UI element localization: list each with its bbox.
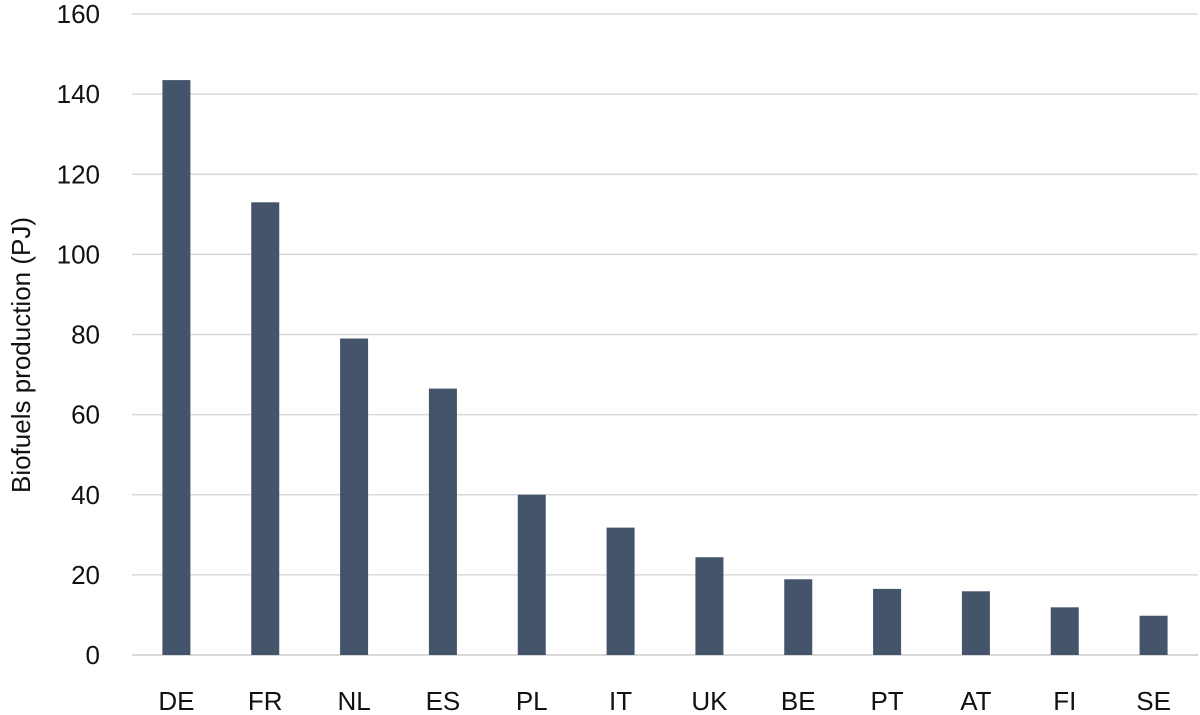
y-tick-label: 0 [86,640,100,670]
x-tick-label-it: IT [609,686,632,715]
y-tick-label: 160 [57,0,100,29]
x-tick-label-pl: PL [516,686,548,715]
x-tick-label-be: BE [781,686,816,715]
x-axis-ticks: DE FR NL ES PL IT UK BE PT AT FI SE [158,686,1171,715]
x-tick-label-de: DE [158,686,194,715]
x-tick-label-es: ES [426,686,461,715]
bar-uk [695,557,724,655]
x-tick-label-nl: NL [337,686,370,715]
bar-se [1139,615,1168,655]
bar-nl [340,338,369,655]
bar-fr [251,202,280,655]
x-tick-label-uk: UK [691,686,728,715]
bar-at [961,591,990,655]
y-axis-ticks: 0 20 40 60 80 100 120 140 160 [57,0,100,670]
x-tick-label-fi: FI [1053,686,1076,715]
y-axis-title: Biofuels production (PJ) [6,217,36,493]
y-tick-label: 80 [71,320,100,350]
y-tick-label: 140 [57,79,100,109]
bars [162,80,1168,655]
x-tick-label-at: AT [960,686,991,715]
bar-it [606,527,635,655]
bar-pl [517,494,546,655]
y-tick-label: 20 [71,560,100,590]
bar-fi [1050,607,1079,655]
bar-es [428,388,457,655]
y-tick-label: 40 [71,480,100,510]
x-tick-label-pt: PT [870,686,903,715]
bar-pt [873,588,902,655]
x-tick-label-se: SE [1136,686,1171,715]
x-tick-label-fr: FR [248,686,283,715]
y-tick-label: 120 [57,159,100,189]
bar-be [784,579,813,655]
gridlines [132,13,1198,656]
y-tick-label: 60 [71,400,100,430]
bar-de [162,80,191,655]
y-tick-label: 100 [57,239,100,269]
